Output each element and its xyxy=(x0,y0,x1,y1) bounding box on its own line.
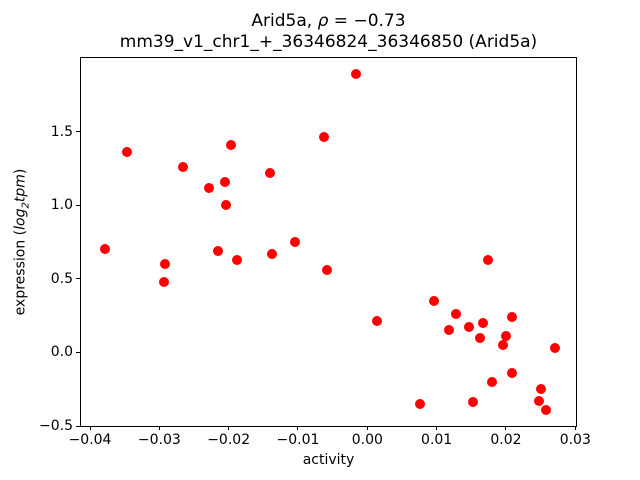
y-tick-mark xyxy=(76,131,80,133)
data-point xyxy=(428,295,439,306)
rho-symbol: ρ xyxy=(317,11,329,31)
data-point xyxy=(177,161,188,172)
y-tick-label: 1.0 xyxy=(50,197,73,214)
data-point xyxy=(464,322,475,333)
x-tick-label: 0.02 xyxy=(490,432,522,448)
data-point xyxy=(507,312,518,323)
x-tick-label: −0.02 xyxy=(207,432,251,448)
plot-area: −0.04 −0.03 −0.02 −0.01 0.00 0.01 0.02 0.03 −0.5… xyxy=(39,57,591,448)
figure-title-block: Arid5a, ρ = −0.73 mm39_v1_chr1_+_3634682… xyxy=(80,11,577,53)
data-point xyxy=(444,325,455,336)
data-point xyxy=(226,139,237,150)
data-point xyxy=(535,384,546,395)
data-point xyxy=(322,264,333,275)
x-tick-mark xyxy=(89,426,91,430)
y-tick-mark xyxy=(76,351,80,353)
data-point xyxy=(549,342,560,353)
y-tick-mark xyxy=(76,425,80,427)
data-point xyxy=(159,259,170,270)
x-tick-label: −0.03 xyxy=(137,432,181,448)
ylabel-log-subscript: 2 xyxy=(20,202,32,209)
title-prefix: Arid5a, xyxy=(251,11,318,31)
x-tick-label: 0.01 xyxy=(421,432,453,448)
data-point xyxy=(231,254,242,265)
ylabel-log-word: log xyxy=(12,208,29,230)
x-axis-label: activity xyxy=(302,452,355,468)
y-tick-label: 0.0 xyxy=(50,344,73,361)
data-point xyxy=(451,309,462,320)
x-tick-mark xyxy=(436,426,438,430)
data-point xyxy=(158,276,169,287)
data-point xyxy=(318,132,329,143)
x-tick-label: 0.03 xyxy=(559,432,591,448)
x-tick-mark xyxy=(158,426,160,430)
ylabel-suffix: ) xyxy=(12,168,29,175)
data-point xyxy=(475,332,486,343)
data-point xyxy=(265,167,276,178)
figure-title: Arid5a, ρ = −0.73 xyxy=(80,11,577,32)
rho-value: = −0.73 xyxy=(328,11,406,31)
data-point xyxy=(372,316,383,327)
y-axis-label: expression (log2tpm) xyxy=(13,169,32,316)
data-point xyxy=(500,331,511,342)
y-tick-label: 0.5 xyxy=(50,270,73,287)
data-point xyxy=(122,147,133,158)
data-point xyxy=(467,397,478,408)
data-point xyxy=(350,69,361,80)
data-point xyxy=(212,245,223,256)
y-tick-label: 1.5 xyxy=(50,123,73,140)
x-tick-mark xyxy=(366,426,368,430)
x-tick-mark xyxy=(297,426,299,430)
data-point xyxy=(99,244,110,255)
data-point xyxy=(289,237,300,247)
data-point xyxy=(533,395,544,406)
x-tick-mark xyxy=(505,426,507,430)
data-point xyxy=(506,368,517,378)
figure-subtitle: mm39_v1_chr1_+_36346824_36346850 (Arid5a… xyxy=(119,32,538,52)
x-tick-label: 0.00 xyxy=(351,432,383,448)
data-point xyxy=(478,317,489,328)
data-point xyxy=(220,176,231,187)
data-point xyxy=(204,182,215,193)
ylabel-tpm-word: tpm xyxy=(12,174,29,203)
x-tick-mark xyxy=(574,426,576,430)
data-point xyxy=(267,248,278,259)
y-tick-label: −0.5 xyxy=(39,418,73,434)
ylabel-prefix: expression ( xyxy=(12,229,29,316)
y-tick-mark xyxy=(76,278,80,280)
data-point xyxy=(541,404,552,415)
x-tick-label: −0.04 xyxy=(68,432,112,448)
x-tick-label: −0.01 xyxy=(276,432,320,448)
data-point xyxy=(482,254,493,265)
data-point xyxy=(415,398,425,409)
y-tick-mark xyxy=(76,204,80,206)
data-point xyxy=(487,376,498,387)
x-tick-mark xyxy=(228,426,230,430)
data-point xyxy=(497,340,508,351)
data-point xyxy=(220,200,231,211)
